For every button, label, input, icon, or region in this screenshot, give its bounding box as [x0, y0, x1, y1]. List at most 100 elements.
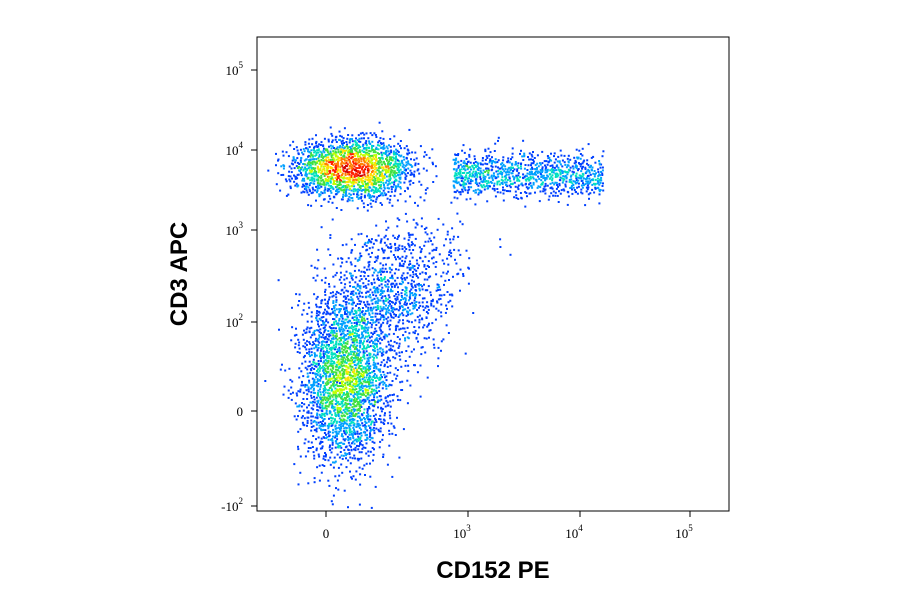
event-dot: [325, 183, 328, 186]
event-dot: [348, 453, 351, 456]
event-dot: [335, 337, 337, 340]
event-dot: [293, 174, 295, 177]
event-dot: [318, 184, 321, 187]
event-dot: [351, 433, 354, 436]
event-dot: [490, 169, 493, 172]
event-dot: [327, 138, 330, 141]
event-dot: [373, 186, 376, 189]
event-dot: [393, 313, 396, 316]
event-dot: [346, 396, 348, 399]
event-dot: [375, 374, 378, 377]
event-dot: [327, 430, 330, 433]
event-dot: [311, 163, 314, 166]
event-dot: [353, 448, 355, 451]
event-dot: [519, 192, 522, 194]
event-dot: [545, 160, 548, 163]
event-dot: [340, 422, 343, 425]
event-dot: [484, 150, 487, 153]
event-dot: [324, 458, 327, 461]
event-dot: [554, 176, 557, 178]
event-dot: [363, 357, 366, 360]
event-dot: [357, 328, 360, 331]
event-dot: [343, 369, 346, 371]
event-dot: [342, 360, 345, 362]
event-dot: [332, 156, 335, 159]
event-dot: [499, 183, 501, 186]
event-dot: [365, 286, 368, 289]
event-dot: [366, 354, 369, 357]
event-dot: [461, 165, 464, 168]
event-dot: [327, 156, 330, 159]
event-dot: [358, 286, 361, 289]
event-dot: [323, 337, 326, 340]
event-dot: [373, 278, 375, 281]
event-dot: [375, 164, 378, 167]
event-dot: [300, 174, 303, 177]
event-dot: [346, 452, 349, 455]
event-dot: [374, 171, 377, 174]
event-dot: [366, 416, 369, 419]
event-dot: [334, 183, 337, 185]
event-dot: [320, 154, 323, 157]
event-dot: [471, 175, 474, 178]
event-dot: [313, 171, 316, 174]
event-dot: [335, 340, 338, 343]
event-dot: [394, 188, 397, 191]
event-dot: [304, 168, 307, 170]
event-dot: [371, 302, 374, 305]
event-dot: [582, 173, 585, 176]
event-dot: [324, 276, 327, 279]
event-dot: [388, 187, 390, 190]
event-dot: [500, 163, 502, 166]
event-dot: [363, 319, 366, 322]
event-dot: [370, 335, 373, 338]
event-dot: [377, 362, 380, 365]
event-dot: [554, 172, 557, 175]
event-dot: [390, 157, 392, 160]
event-dot: [316, 348, 319, 351]
event-dot: [567, 171, 570, 174]
event-dot: [347, 371, 350, 374]
event-dot: [353, 185, 356, 188]
event-dot: [349, 462, 352, 465]
event-dot: [334, 434, 337, 437]
event-dot: [315, 337, 317, 340]
event-dot: [355, 440, 358, 443]
event-dot: [308, 360, 311, 363]
event-dot: [369, 385, 372, 388]
event-dot: [327, 355, 330, 358]
event-dot: [393, 308, 396, 311]
event-dot: [354, 414, 357, 417]
event-dot: [382, 264, 385, 267]
event-dot: [431, 243, 434, 246]
event-dot: [348, 151, 351, 154]
event-dot: [486, 187, 489, 190]
event-dot: [348, 167, 351, 170]
event-dot: [343, 176, 346, 179]
event-dot: [325, 370, 328, 373]
event-dot: [332, 380, 335, 383]
event-dot: [324, 429, 327, 432]
event-dot: [399, 327, 402, 330]
event-dot: [342, 162, 345, 165]
event-dot: [464, 189, 467, 192]
event-dot: [390, 316, 393, 319]
event-dot: [427, 312, 430, 315]
event-dot: [337, 379, 340, 382]
event-dot: [351, 418, 354, 420]
event-dot: [340, 304, 343, 307]
event-dot: [365, 371, 368, 374]
event-dot: [316, 393, 319, 396]
event-dot: [313, 387, 315, 390]
event-dot: [497, 175, 500, 178]
event-dot: [340, 342, 342, 345]
event-dot: [344, 149, 346, 152]
event-dot: [510, 166, 513, 169]
event-dot: [560, 177, 563, 180]
event-dot: [385, 399, 388, 402]
event-dot: [352, 395, 355, 398]
event-dot: [310, 167, 313, 170]
event-dot: [389, 156, 391, 159]
event-dot: [428, 156, 431, 159]
event-dot: [504, 168, 507, 171]
